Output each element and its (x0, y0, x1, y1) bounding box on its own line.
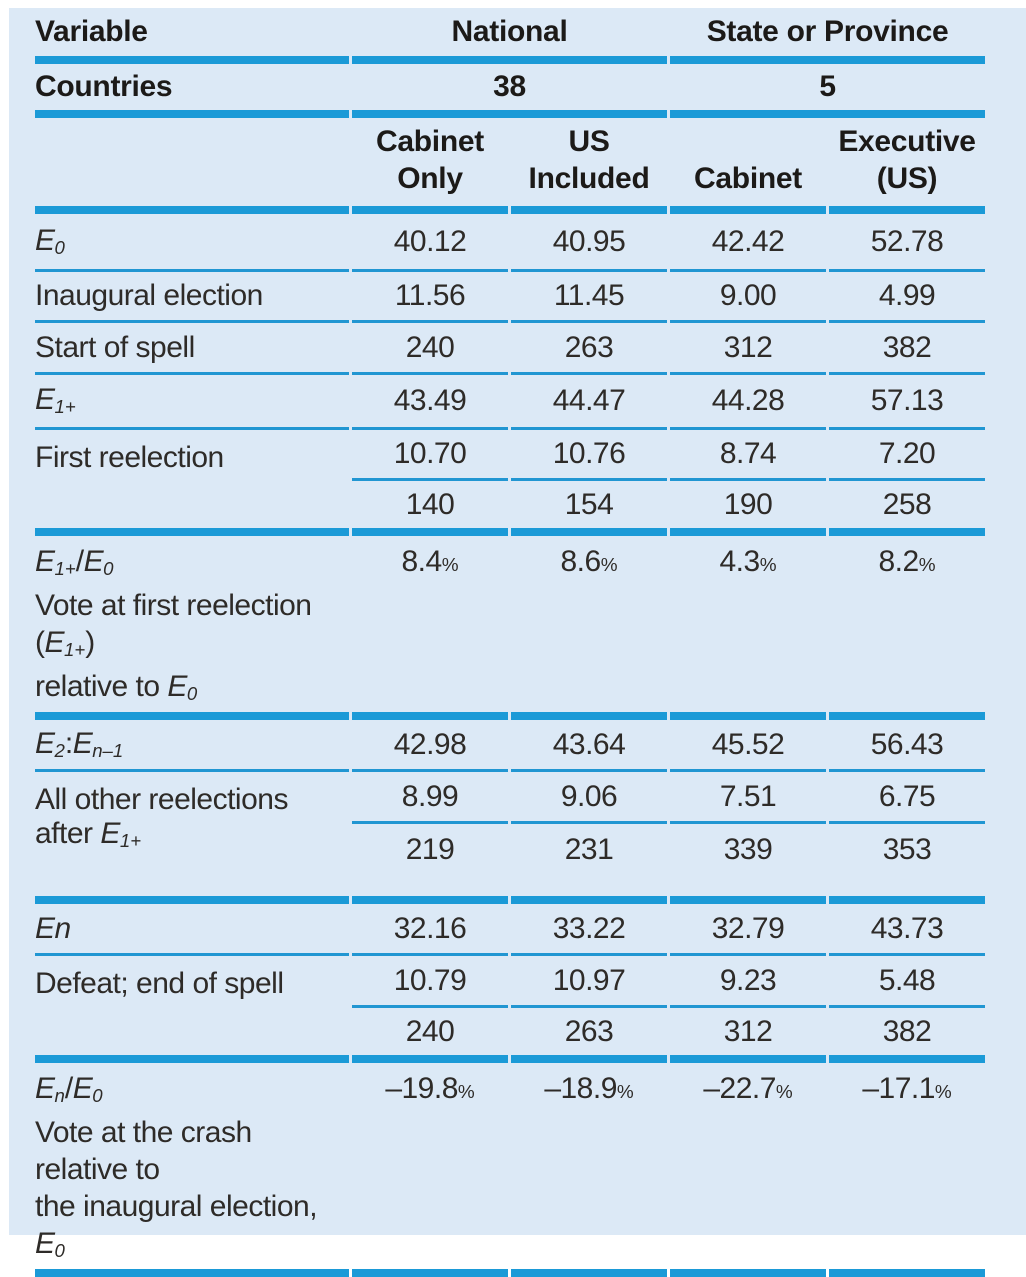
results-table: Variable National State or Province Coun… (32, 8, 988, 1277)
row-label-e0: E0 (35, 214, 349, 272)
header-variable: Variable (35, 8, 349, 64)
cell-all-other-reelections-cabinet-only: 8.99 (352, 772, 508, 825)
row-label-e1plus: E1+ (35, 375, 349, 430)
row-e1plus: E1+ 43.49 44.47 44.28 57.13 (35, 375, 986, 430)
cell-defeat-end-of-spell-executive-us: 5.48 (829, 956, 986, 1009)
cell-e2-en-minus-1-cabinet: 45.52 (670, 720, 827, 773)
countries-label: Countries (35, 64, 349, 118)
cell-e0-us-included: 40.95 (511, 214, 668, 272)
cell-inaugural-election-executive-us: 4.99 (829, 272, 986, 323)
cell-e1plus-over-e0-cabinet-only: 8.4% (352, 536, 508, 721)
cell-e2-en-minus-1-executive-us: 56.43 (829, 720, 986, 773)
cell-all-other-reelections-n-cabinet: 339 (670, 824, 827, 905)
cell-en-executive-us: 43.73 (829, 904, 986, 957)
cell-defeat-end-of-spell-cabinet: 9.23 (670, 956, 827, 1009)
cell-en-over-e0-executive-us: –17.1% (829, 1063, 986, 1277)
cell-e0-cabinet: 42.42 (670, 214, 827, 272)
row-label-inaugural-election: Inaugural election (35, 272, 349, 323)
cell-e1plus-cabinet-only: 43.49 (352, 375, 508, 430)
row-start-of-spell: Start of spell 240 263 312 382 (35, 323, 986, 375)
row-label-en-over-e0: En/E0 Vote at the crash relative to the ina… (35, 1063, 349, 1277)
cell-e1plus-over-e0-us-included: 8.6% (511, 536, 668, 721)
cell-first-reelection-n-us-included: 154 (511, 481, 668, 536)
cell-en-over-e0-us-included: –18.9% (511, 1063, 668, 1277)
row-inaugural-election: Inaugural election 11.56 11.45 9.00 4.99 (35, 272, 986, 323)
cell-all-other-reelections-n-us-included: 231 (511, 824, 668, 905)
cell-e1plus-cabinet: 44.28 (670, 375, 827, 430)
row-e0: E0 40.12 40.95 42.42 52.78 (35, 214, 986, 272)
row-defeat-n: 240 263 312 382 (35, 1008, 986, 1064)
cell-defeat-end-of-spell-cabinet-only: 10.79 (352, 956, 508, 1009)
cell-all-other-reelections-n-cabinet-only: 219 (352, 824, 508, 905)
cell-first-reelection-cabinet: 8.74 (670, 430, 827, 481)
cell-e1plus-executive-us: 57.13 (829, 375, 986, 430)
row-label-first-reelection: First reelection (35, 430, 349, 536)
cell-all-other-reelections-us-included: 9.06 (511, 772, 668, 825)
cell-e2-en-minus-1-us-included: 43.64 (511, 720, 668, 773)
cell-first-reelection-n-cabinet: 190 (670, 481, 827, 536)
subheader-spacer (35, 118, 349, 214)
cell-first-reelection-executive-us: 7.20 (829, 430, 986, 481)
row-label-e2-en-minus-1: E2:En–1 (35, 720, 349, 773)
cell-first-reelection-cabinet-only: 10.70 (352, 430, 508, 481)
cell-all-other-reelections-cabinet: 7.51 (670, 772, 827, 825)
row-all-other-reelections-n: 219 231 339 353 (35, 824, 986, 905)
cell-en-cabinet: 32.79 (670, 904, 827, 957)
cell-en-over-e0-cabinet: –22.7% (670, 1063, 827, 1277)
cell-en-us-included: 33.22 (511, 904, 668, 957)
table-panel: Variable National State or Province Coun… (9, 8, 1026, 1277)
subheader-row: Cabinet Only US Included Cabinet Executive (US… (35, 118, 986, 214)
cell-first-reelection-us-included: 10.76 (511, 430, 668, 481)
cell-first-reelection-n-cabinet-only: 140 (352, 481, 508, 536)
cell-e0-cabinet-only: 40.12 (352, 214, 508, 272)
cell-defeat-end-of-spell-us-included: 10.97 (511, 956, 668, 1009)
row-label-e1plus-over-e0: E1+/E0 Vote at first reelection (E1+) relat… (35, 536, 349, 721)
header-group-state-or-province: State or Province (670, 8, 986, 64)
header-group-national: National (352, 8, 668, 64)
cell-defeat-n-executive-us: 382 (829, 1008, 986, 1064)
cell-e1plus-over-e0-cabinet: 4.3% (670, 536, 827, 721)
cell-all-other-reelections-n-executive-us: 353 (829, 824, 986, 905)
row-label-en: En (35, 904, 349, 957)
cell-start-of-spell-executive-us: 382 (829, 323, 986, 375)
cell-first-reelection-n-executive-us: 258 (829, 481, 986, 536)
row-all-other-reelections: All other reelections after E1+ 8.99 9.06 7.… (35, 772, 986, 905)
countries-national-count: 38 (352, 64, 668, 118)
cell-en-cabinet-only: 32.16 (352, 904, 508, 957)
cell-defeat-n-cabinet: 312 (670, 1008, 827, 1064)
cell-en-over-e0-cabinet-only: –19.8% (352, 1063, 508, 1277)
cell-inaugural-election-cabinet: 9.00 (670, 272, 827, 323)
cell-all-other-reelections-executive-us: 6.75 (829, 772, 986, 825)
countries-state-count: 5 (670, 64, 986, 118)
cell-inaugural-election-cabinet-only: 11.56 (352, 272, 508, 323)
col-cabinet: Cabinet (670, 118, 827, 214)
cell-e2-en-minus-1-cabinet-only: 42.98 (352, 720, 508, 773)
row-en: En 32.16 33.22 32.79 43.73 (35, 904, 986, 957)
cell-start-of-spell-us-included: 263 (511, 323, 668, 375)
col-executive-us: Executive (US) (829, 118, 986, 214)
row-label-defeat-end-of-spell: Defeat; end of spell (35, 956, 349, 1064)
row-first-reelection: First reelection 10.70 10.76 8.74 7.20 (35, 430, 986, 536)
row-label-start-of-spell: Start of spell (35, 323, 349, 375)
cell-start-of-spell-cabinet: 312 (670, 323, 827, 375)
cell-e1plus-over-e0-executive-us: 8.2% (829, 536, 986, 721)
cell-inaugural-election-us-included: 11.45 (511, 272, 668, 323)
row-e2-en-minus-1: E2:En–1 42.98 43.64 45.52 56.43 (35, 720, 986, 773)
row-label-all-other-reelections: All other reelections after E1+ (35, 772, 349, 905)
col-cabinet-only: Cabinet Only (352, 118, 508, 214)
col-us-included: US Included (511, 118, 668, 214)
row-first-reelection-n: 140 154 190 258 (35, 481, 986, 536)
cell-defeat-n-cabinet-only: 240 (352, 1008, 508, 1064)
countries-row: Countries 38 5 (35, 64, 986, 118)
row-en-over-e0: En/E0 Vote at the crash relative to the ina… (35, 1063, 986, 1277)
row-e1plus-over-e0: E1+/E0 Vote at first reelection (E1+) relat… (35, 536, 986, 721)
cell-defeat-n-us-included: 263 (511, 1008, 668, 1064)
header-row-level: Variable National State or Province (35, 8, 986, 64)
cell-e0-executive-us: 52.78 (829, 214, 986, 272)
cell-e1plus-us-included: 44.47 (511, 375, 668, 430)
cell-start-of-spell-cabinet-only: 240 (352, 323, 508, 375)
row-defeat-end-of-spell: Defeat; end of spell 10.79 10.97 9.23 5.48 (35, 956, 986, 1064)
